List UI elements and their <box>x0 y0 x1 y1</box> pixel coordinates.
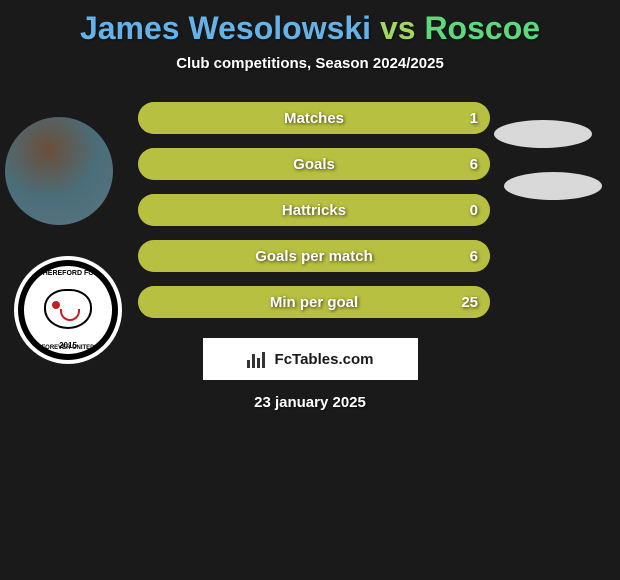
team-badge: HEREFORD FC 2015 FOREVER UNITED <box>18 260 118 360</box>
stat-value: 6 <box>470 240 478 272</box>
stat-label: Matches <box>138 102 490 134</box>
stat-value: 25 <box>461 286 478 318</box>
date-text: 23 january 2025 <box>0 394 620 411</box>
player1-name: James Wesolowski <box>80 10 371 46</box>
stats-bars: Matches 1 Goals 6 Hattricks 0 Goals per … <box>138 102 490 318</box>
decorative-oval <box>494 120 592 148</box>
stat-row: Goals per match 6 <box>138 240 490 272</box>
stat-value: 0 <box>470 194 478 226</box>
comparison-title: James Wesolowski vs Roscoe <box>0 0 620 47</box>
subtitle: Club competitions, Season 2024/2025 <box>0 55 620 72</box>
vs-text: vs <box>380 10 416 46</box>
stat-row: Hattricks 0 <box>138 194 490 226</box>
stat-value: 6 <box>470 148 478 180</box>
badge-bull-icon <box>44 289 92 329</box>
stat-value: 1 <box>470 102 478 134</box>
stat-label: Hattricks <box>138 194 490 226</box>
footer-brand: FcTables.com <box>275 351 374 368</box>
stat-row: Matches 1 <box>138 102 490 134</box>
stat-label: Goals <box>138 148 490 180</box>
player1-avatar <box>5 117 113 225</box>
badge-bottom-text: FOREVER UNITED <box>41 345 94 351</box>
player2-badge: HEREFORD FC 2015 FOREVER UNITED <box>14 256 122 364</box>
decorative-oval <box>504 172 602 200</box>
stats-content: HEREFORD FC 2015 FOREVER UNITED Matches … <box>0 102 620 318</box>
footer-brand-box: FcTables.com <box>203 338 418 380</box>
stat-row: Min per goal 25 <box>138 286 490 318</box>
stat-label: Min per goal <box>138 286 490 318</box>
stat-row: Goals 6 <box>138 148 490 180</box>
stat-label: Goals per match <box>138 240 490 272</box>
chart-icon <box>247 350 265 368</box>
badge-top-text: HEREFORD FC <box>43 270 94 277</box>
player2-name: Roscoe <box>424 10 540 46</box>
footer-icons: FcTables.com <box>247 350 374 368</box>
